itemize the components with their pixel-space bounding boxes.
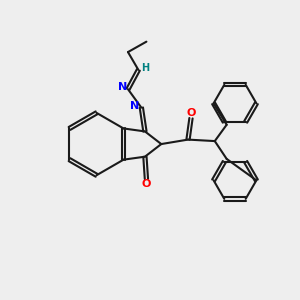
Text: O: O <box>186 108 196 118</box>
Text: N: N <box>118 82 127 92</box>
Text: N: N <box>130 101 140 111</box>
Text: O: O <box>142 179 151 189</box>
Text: H: H <box>141 63 149 74</box>
